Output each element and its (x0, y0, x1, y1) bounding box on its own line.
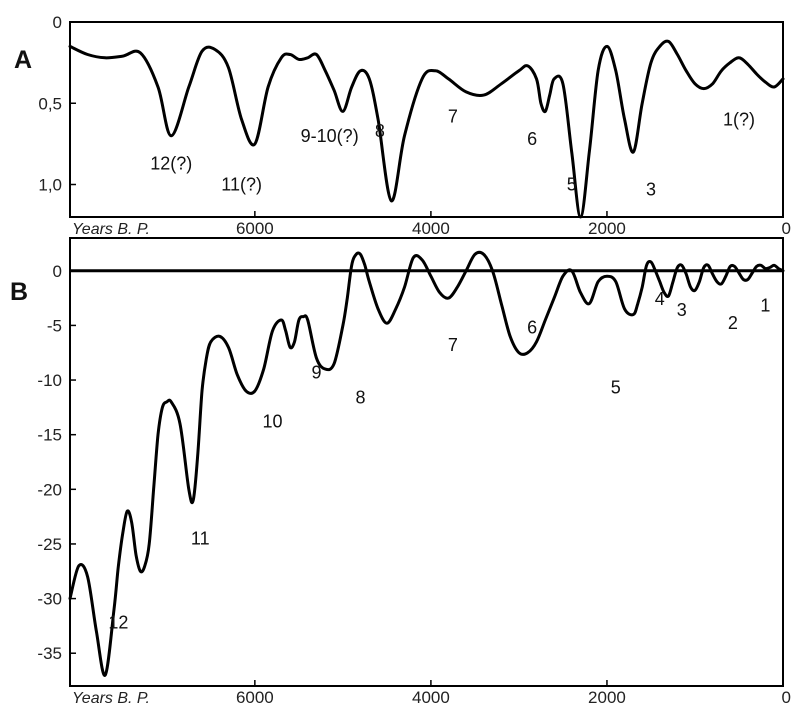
panel-a-xtick-label: 2000 (588, 219, 626, 238)
panel-b-ytick-label: -25 (37, 535, 62, 554)
panel-a-ytick-label: 0,5 (38, 94, 62, 113)
panel-a-event-label: 3 (646, 179, 656, 199)
panel-b-ytick-label: -5 (47, 316, 62, 335)
panel-b-event-label: 5 (611, 378, 621, 398)
panel-b-ytick-label: 0 (53, 262, 62, 281)
panel-a-xtick-label: 0 (782, 219, 791, 238)
panel-b-ytick-label: -20 (37, 480, 62, 499)
panel-b-event-label: 10 (262, 412, 282, 432)
panel-b-series-line (68, 250, 785, 677)
panel-a-xlabel: Years B. P. (72, 221, 150, 238)
panel-b-event-label: 12 (108, 613, 128, 633)
panel-a-event-label: 11(?) (221, 175, 262, 195)
panel-b-event-label: 8 (355, 388, 365, 408)
panel-b-event-label: 6 (527, 318, 537, 338)
panel-a-ytick-label: 1,0 (38, 176, 62, 195)
panel-b-xtick-label: 6000 (236, 688, 274, 707)
panel-b-ytick-label: -10 (37, 371, 62, 390)
panel-a-event-label: 12(?) (150, 153, 192, 173)
panel-a-event-label: 6 (527, 129, 537, 149)
panel-b-event-label: 9 (311, 362, 321, 382)
panel-a-event-label: 8 (375, 121, 385, 141)
panel-b-event-label: 2 (728, 313, 738, 333)
panel-b-xtick-label: 4000 (412, 688, 450, 707)
panel-b-xtick-label: 0 (782, 688, 791, 707)
panel-b-ytick-label: -15 (37, 426, 62, 445)
panel-b-xtick-label: 2000 (588, 688, 626, 707)
panel-b-event-label: 7 (448, 335, 458, 355)
panel-b-ytick-label: -30 (37, 590, 62, 609)
panel-a-xtick-label: 6000 (236, 219, 274, 238)
panel-b-event-label: 3 (677, 300, 687, 320)
panel-b: B 0 -5 -10 -15 -20 -25 -30 -35 Years B. P. 6000 4… (10, 237, 791, 707)
panel-b-event-label: 11 (191, 528, 210, 548)
panel-b-event-label: 1 (760, 296, 770, 316)
panel-a-ytick-label: 0 (53, 13, 62, 32)
panel-b-ytick-label: -35 (37, 644, 62, 663)
panel-a: A 0 0,5 1,0 Years B. P. 6000 4000 2000 0 12(?)… (14, 13, 791, 238)
panel-a-event-label: 1(?) (723, 110, 755, 130)
panel-b-xlabel: Years B. P. (72, 690, 150, 707)
panel-a-label: A (14, 46, 32, 74)
panel-a-xtick-label: 4000 (412, 219, 450, 238)
panel-a-series-line (68, 39, 785, 219)
panel-b-frame (69, 237, 784, 687)
panel-b-event-label: 4 (655, 289, 665, 309)
panel-a-event-label: 9-10(?) (301, 126, 359, 146)
panel-a-event-label: 7 (448, 106, 458, 126)
panel-a-frame (69, 21, 784, 218)
panel-a-event-label: 5 (567, 175, 577, 195)
panel-b-label: B (10, 278, 28, 306)
